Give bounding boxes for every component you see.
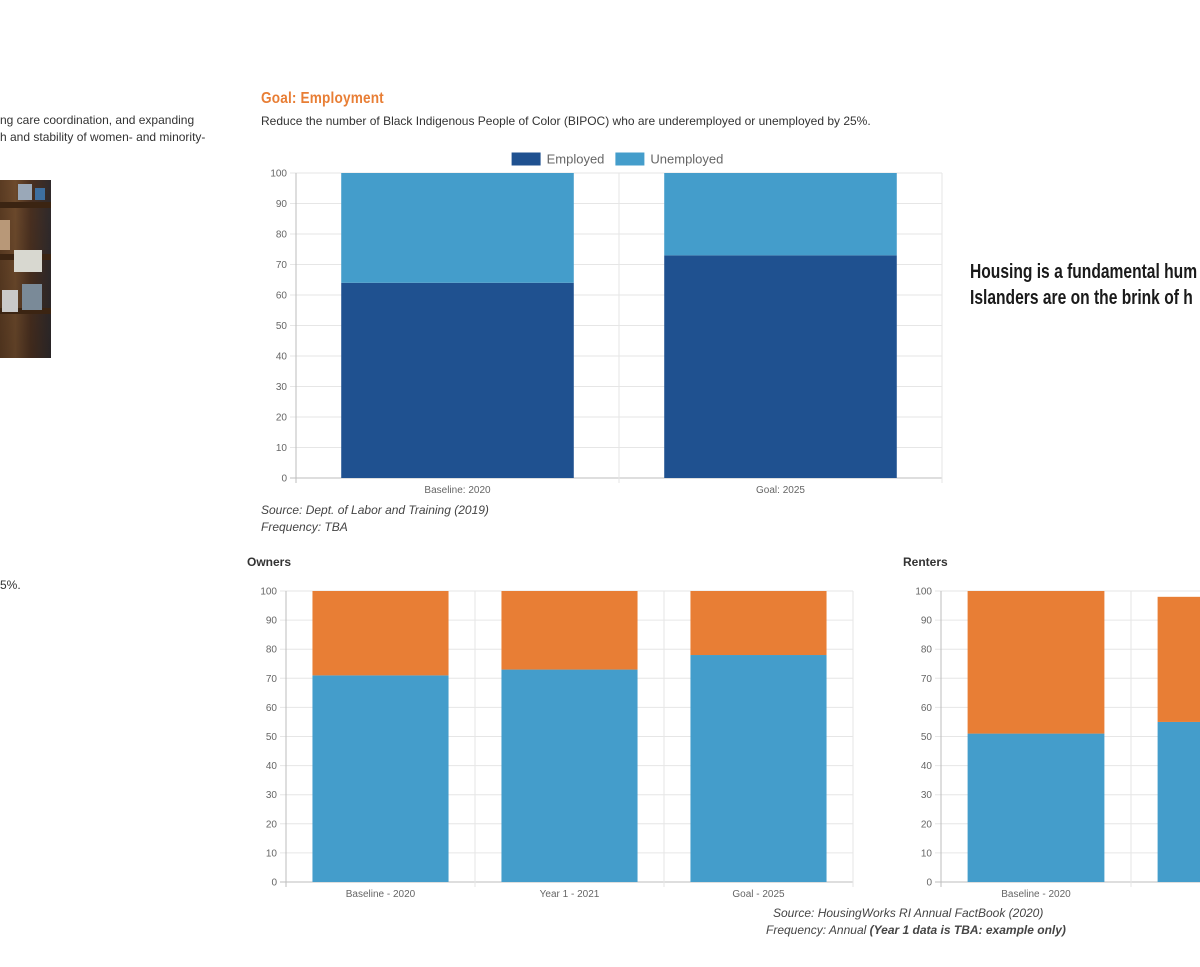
bar-owners-series-1 [501, 591, 638, 670]
y-tick-label: 50 [266, 732, 278, 743]
y-tick-label: 90 [266, 616, 278, 627]
bar-owners-series-0 [501, 669, 638, 882]
housing-quote-line-1: Housing is a fundamental hum [970, 261, 1198, 283]
y-tick-label: 80 [921, 645, 933, 656]
x-tick-label: Baseline: 2020 [424, 485, 491, 496]
renters-chart-title: Renters [903, 555, 948, 569]
employment-goal-title: Goal: Employment [261, 90, 384, 107]
y-tick-label: 30 [266, 790, 278, 801]
y-tick-label: 100 [260, 587, 277, 598]
x-tick-label: Baseline - 2020 [346, 889, 416, 900]
y-tick-label: 70 [921, 674, 933, 685]
left-paragraph-line-2: h and stability of women- and minority- [0, 130, 206, 144]
x-tick-label: Goal: 2025 [756, 485, 805, 496]
housing-frequency-note: (Year 1 data is TBA: example only) [869, 923, 1066, 937]
y-tick-label: 40 [266, 761, 278, 772]
bar-employment-unemployed [664, 173, 897, 256]
y-tick-label: 100 [270, 169, 287, 180]
legend-swatch-employed [511, 152, 541, 166]
bar-renters-series-0 [967, 733, 1105, 882]
y-tick-label: 20 [276, 413, 288, 424]
bar-employment-employed [664, 255, 897, 478]
owners-chart: 0 10 20 30 40 50 60 70 80 90 100 Baseline - 2020 Yea… [260, 587, 854, 900]
y-tick-label: 70 [266, 674, 278, 685]
y-tick-label: 70 [276, 260, 288, 271]
bar-renters-series-0 [1157, 721, 1200, 882]
bar-employment-employed [341, 282, 574, 478]
bar-owners-series-1 [690, 591, 827, 656]
y-tick-label: 60 [921, 703, 933, 714]
housing-quote-line-2: Islanders are on the brink of h [970, 287, 1193, 309]
y-tick-label: 60 [276, 291, 288, 302]
x-tick-label: Baseline - 2020 [1001, 889, 1071, 900]
x-tick-label: Year 1 - 2021 [540, 889, 600, 900]
bar-renters-series-1 [967, 591, 1105, 734]
y-tick-label: 0 [926, 878, 932, 889]
employment-source: Source: Dept. of Labor and Training (201… [261, 503, 489, 517]
x-tick-label: Goal - 2025 [732, 889, 785, 900]
owners-chart-title: Owners [247, 555, 292, 569]
left-paragraph-line-3: 5%. [0, 578, 21, 592]
employment-goal-description: Reduce the number of Black Indigenous Pe… [261, 114, 871, 128]
y-tick-label: 0 [271, 878, 277, 889]
bar-renters-series-1 [1157, 596, 1200, 722]
legend-label-unemployed: Unemployed [650, 152, 723, 167]
y-tick-label: 60 [266, 703, 278, 714]
y-tick-label: 90 [276, 199, 288, 210]
left-paragraph-line-1: ng care coordination, and expanding [0, 113, 195, 127]
legend-swatch-unemployed [615, 152, 645, 166]
office-shelves-photo [0, 180, 51, 358]
y-tick-label: 0 [281, 474, 287, 485]
y-tick-label: 40 [276, 352, 288, 363]
bar-owners-series-0 [690, 655, 827, 882]
y-tick-label: 20 [266, 819, 278, 830]
bar-owners-series-0 [312, 675, 449, 882]
employment-chart: 0 10 20 30 40 50 60 70 80 90 100 Baseline: 2020 Goal… [270, 152, 943, 496]
y-tick-label: 40 [921, 761, 933, 772]
y-tick-label: 80 [266, 645, 278, 656]
y-tick-label: 10 [266, 848, 278, 859]
housing-frequency-prefix: Frequency: Annual [766, 923, 870, 937]
y-tick-label: 80 [276, 230, 288, 241]
y-tick-label: 90 [921, 616, 933, 627]
y-tick-label: 50 [921, 732, 933, 743]
housing-frequency: Frequency: Annual (Year 1 data is TBA: e… [766, 923, 1066, 937]
y-tick-label: 20 [921, 819, 933, 830]
y-tick-label: 10 [921, 848, 933, 859]
y-tick-label: 30 [276, 382, 288, 393]
bar-employment-unemployed [341, 173, 574, 283]
y-tick-label: 100 [915, 587, 932, 598]
employment-frequency: Frequency: TBA [261, 520, 348, 534]
y-tick-label: 30 [921, 790, 933, 801]
y-tick-label: 10 [276, 443, 288, 454]
legend-label-employed: Employed [547, 152, 605, 167]
housing-source: Source: HousingWorks RI Annual FactBook … [773, 906, 1044, 920]
y-tick-label: 50 [276, 321, 288, 332]
bar-owners-series-1 [312, 591, 449, 676]
